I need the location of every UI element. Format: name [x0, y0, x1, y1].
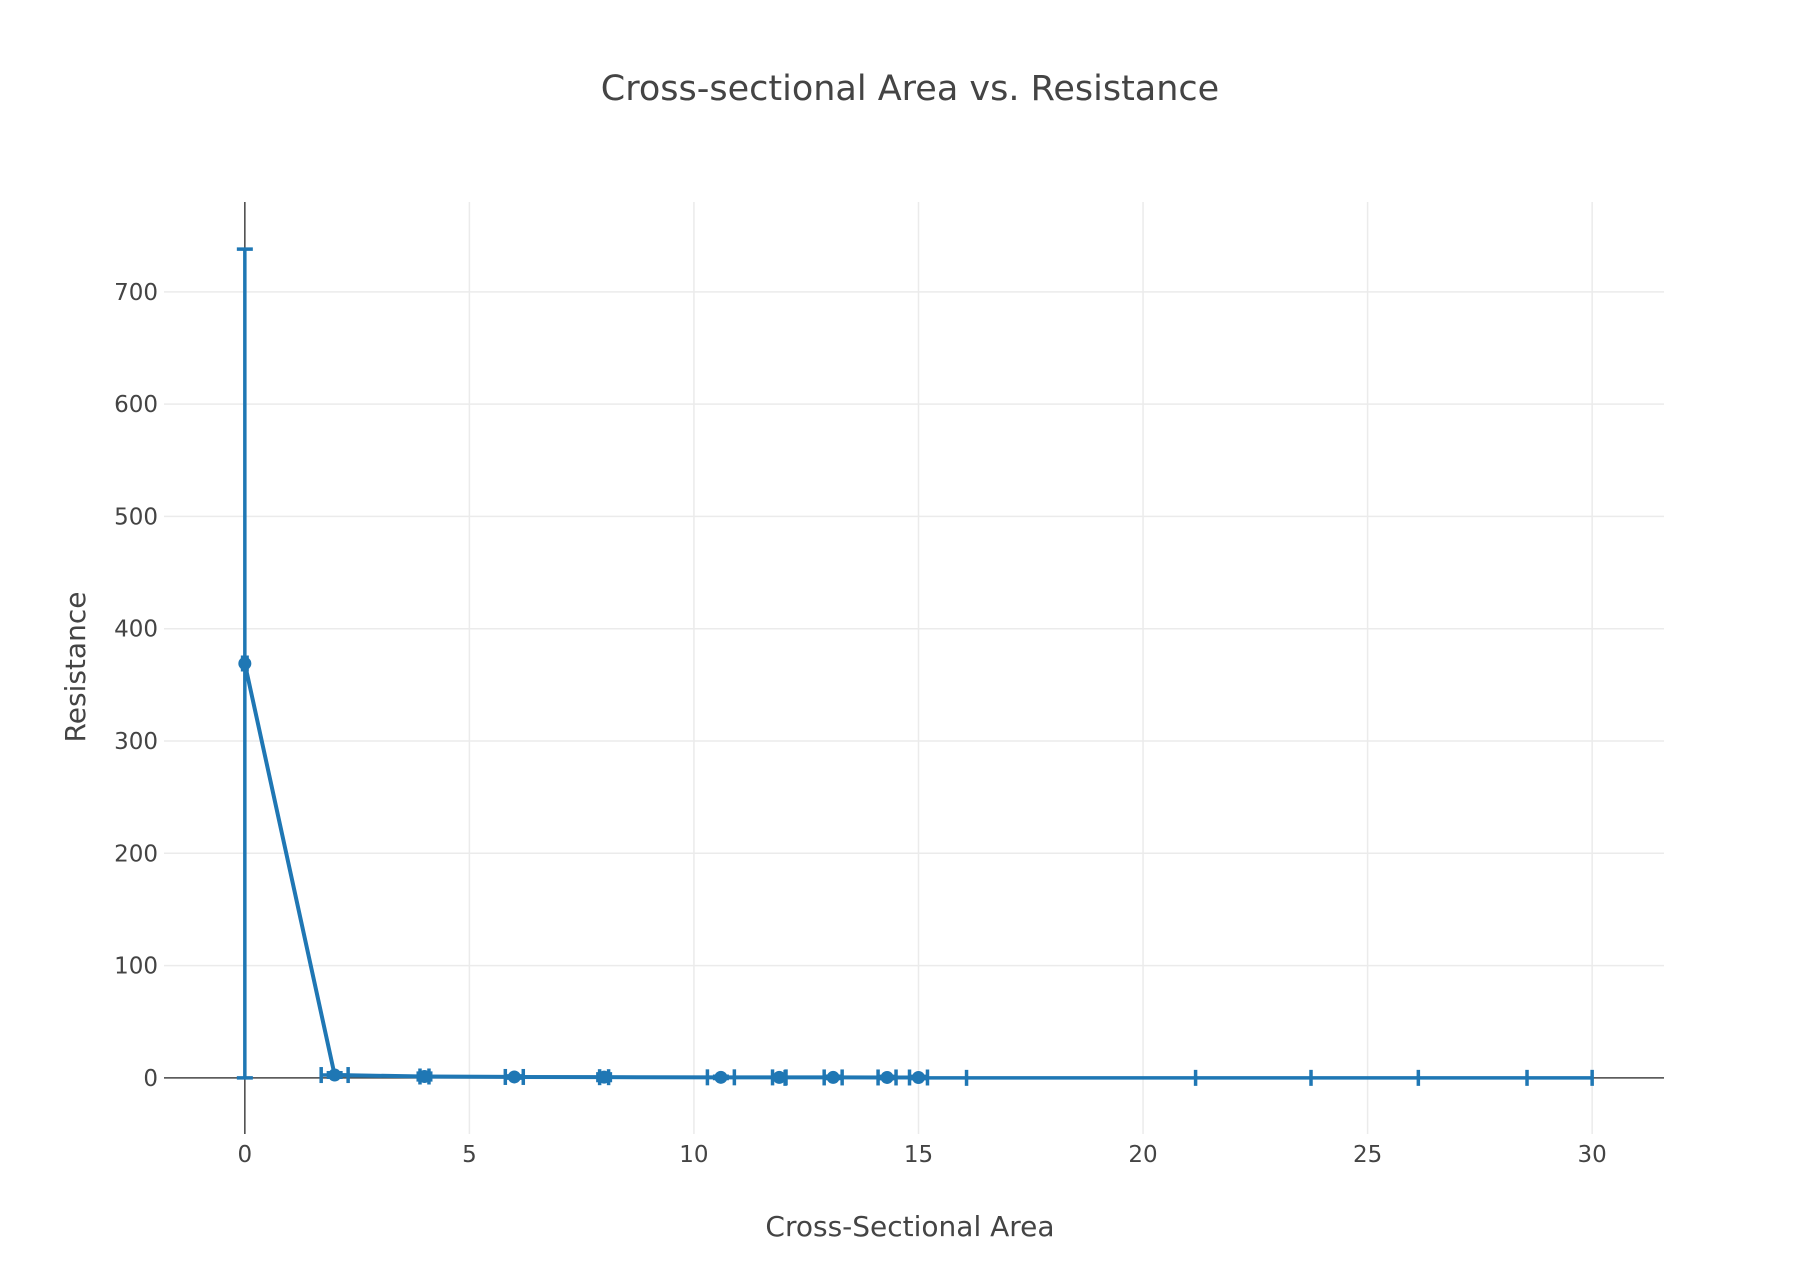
data-point [714, 1070, 728, 1084]
y-tick-label: 500 [114, 504, 158, 530]
x-tick-label: 30 [1578, 1142, 1607, 1168]
x-tick-label: 15 [904, 1142, 933, 1168]
series-line [242, 663, 919, 1080]
x-tick-label: 0 [238, 1142, 253, 1168]
data-point [772, 1070, 786, 1084]
data-point [911, 1070, 925, 1084]
y-tick-label: 0 [143, 1066, 158, 1092]
x-tick-label: 20 [1128, 1142, 1157, 1168]
y-axis-title: Resistance [59, 592, 92, 743]
y-tick-label: 600 [114, 392, 158, 418]
x-axis-title: Cross-Sectional Area [765, 1210, 1054, 1243]
data-point [507, 1070, 521, 1084]
y-tick-label: 300 [114, 729, 158, 755]
data-point [880, 1070, 894, 1084]
series-line [242, 663, 919, 1080]
data-point [417, 1070, 431, 1084]
y-tick-label: 400 [114, 617, 158, 643]
x-tick-label: 25 [1353, 1142, 1382, 1168]
data-point [238, 657, 252, 671]
error-bars [236, 247, 1594, 1086]
y-tick-label: 200 [114, 841, 158, 867]
grid [164, 202, 1664, 1134]
y-tick-label: 700 [114, 280, 158, 306]
data-point [826, 1070, 840, 1084]
chart-title: Cross-sectional Area vs. Resistance [601, 69, 1219, 109]
data-points [238, 657, 925, 1084]
x-tick-label: 5 [462, 1142, 477, 1168]
x-tick-label: 10 [679, 1142, 708, 1168]
y-tick-label: 100 [114, 954, 158, 980]
data-point [597, 1070, 611, 1084]
axes [164, 202, 1664, 1134]
data-point [328, 1068, 342, 1082]
